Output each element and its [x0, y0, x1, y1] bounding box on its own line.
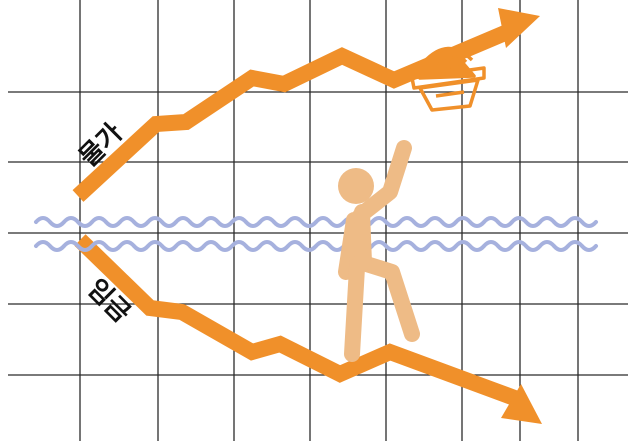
- falling-arrow: [74, 234, 542, 424]
- rising-arrow: [72, 8, 540, 202]
- water-waves: [34, 216, 598, 252]
- drowning-person-icon: [338, 140, 420, 362]
- shopping-basket-icon: [410, 46, 486, 112]
